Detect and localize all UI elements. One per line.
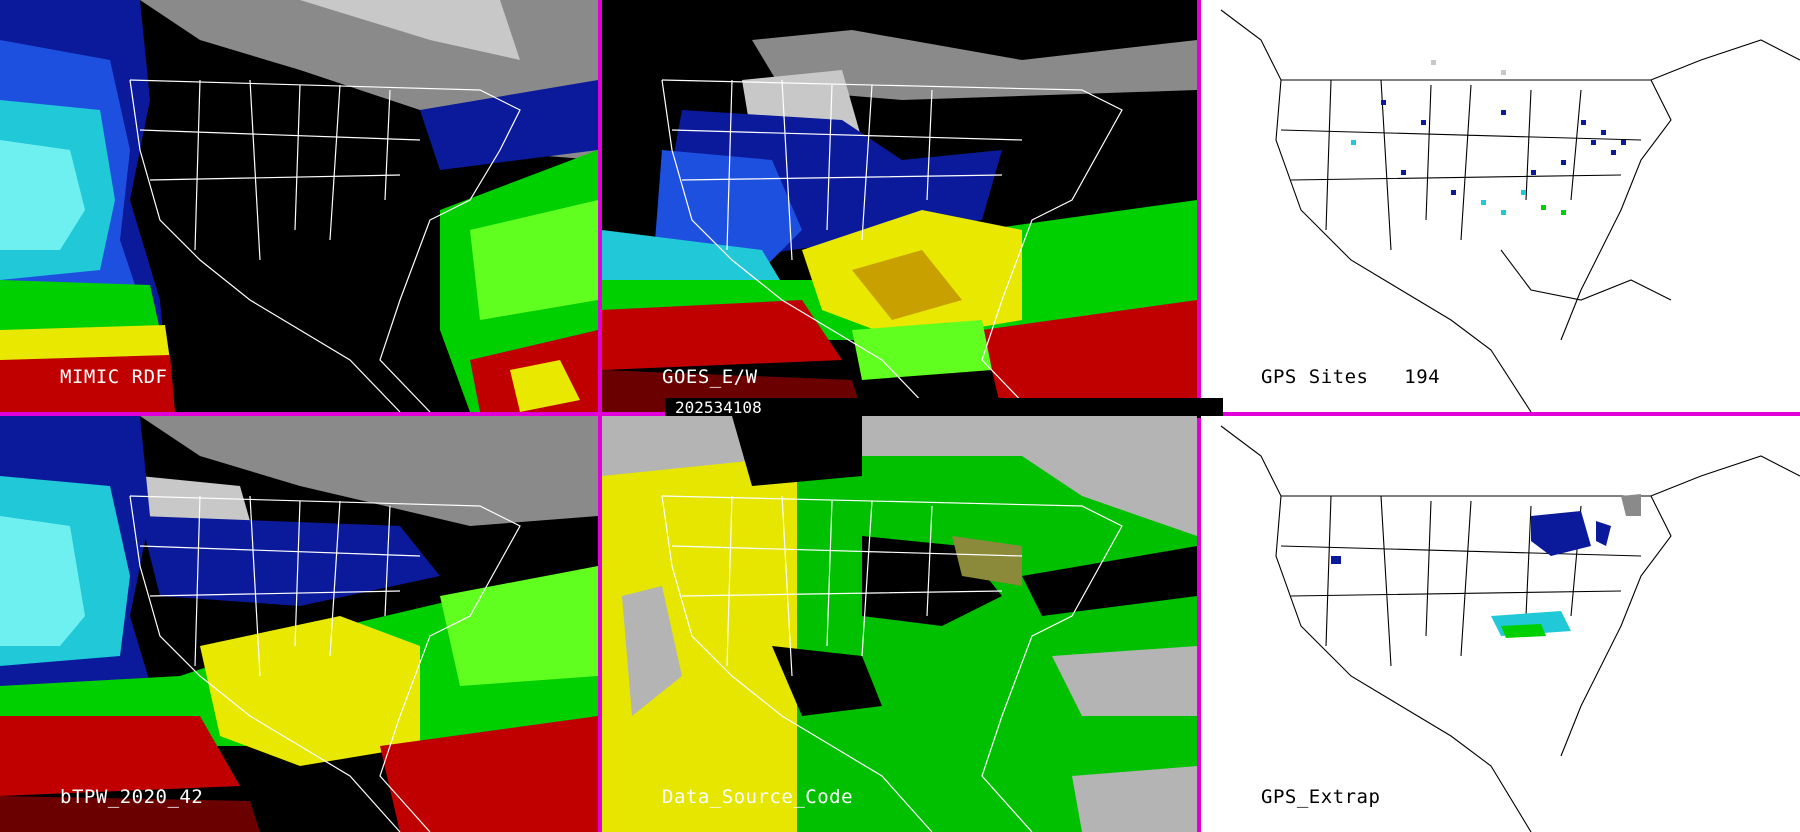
gps-sites-count: 194: [1404, 366, 1441, 388]
panel-gps-extrap: GPS_Extrap: [1201, 416, 1800, 832]
goes-ew-map: [602, 0, 1197, 412]
label-data-source-code: Data_Source_Code: [662, 786, 854, 808]
data-source-code-map: [602, 416, 1197, 832]
panel-gps-sites: GPS Sites 194: [1201, 0, 1800, 412]
timestamp-bar: 202534108: [665, 398, 1223, 418]
gps-extrap-map: [1201, 416, 1800, 832]
panel-goes-ew: GOES_E/W: [602, 0, 1197, 412]
panel-mimic-rdf: MIMIC RDF: [0, 0, 598, 412]
label-gps-extrap: GPS_Extrap: [1261, 786, 1381, 808]
label-mimic-rdf: MIMIC RDF: [60, 366, 168, 388]
mimic-rdf-map: [0, 0, 598, 412]
btpw-map: [0, 416, 598, 832]
panel-data-source-code: Data_Source_Code: [602, 416, 1197, 832]
label-btpw: bTPW_2020_42: [60, 786, 204, 808]
label-gps-sites: GPS Sites 194: [1261, 366, 1440, 388]
gps-sites-map: [1201, 0, 1800, 412]
separator-vertical-1: [598, 0, 602, 832]
gps-sites-label-text: GPS Sites: [1261, 366, 1369, 388]
panel-btpw: bTPW_2020_42: [0, 416, 598, 832]
label-goes-ew: GOES_E/W: [662, 366, 758, 388]
